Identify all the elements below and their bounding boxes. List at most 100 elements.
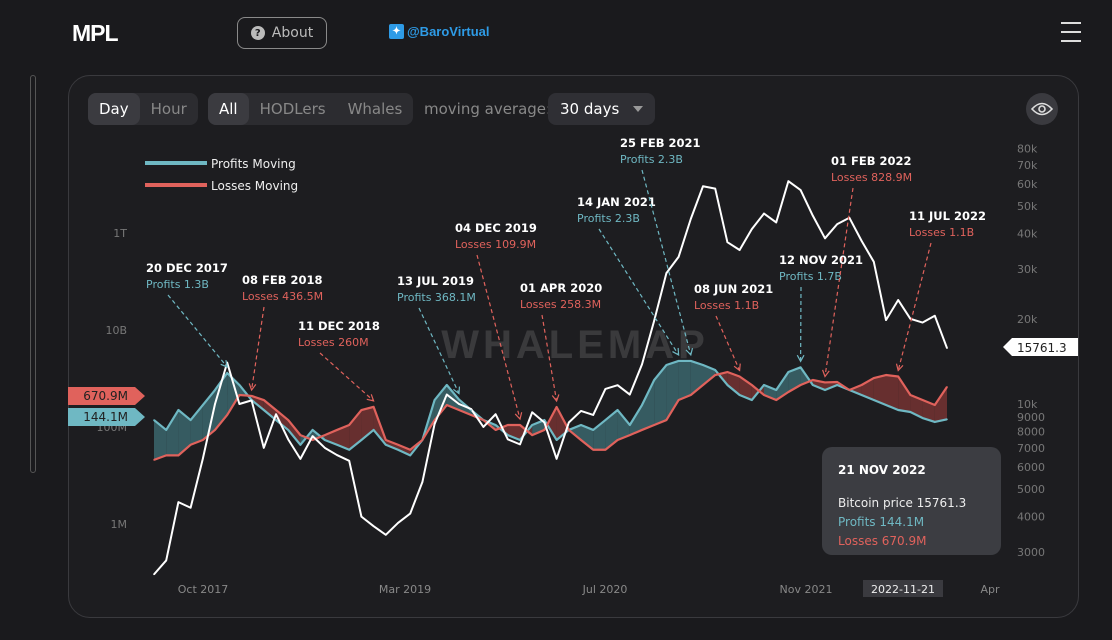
profits-point <box>726 384 729 386</box>
losses-point <box>580 439 582 441</box>
annotation-date: 01 FEB 2022 <box>831 154 912 168</box>
price-point <box>324 447 326 449</box>
area-fill-segment <box>434 384 447 421</box>
x-axis-tick: Oct 2017 <box>178 583 229 596</box>
price-point <box>275 413 277 416</box>
losses-current-marker <box>68 387 145 405</box>
cohort-hodlers[interactable]: HODLers <box>259 100 326 118</box>
watermark: WHALEMAP <box>441 323 709 367</box>
losses-point <box>275 409 277 411</box>
price-point <box>629 393 631 396</box>
price-point <box>702 185 704 188</box>
annotation-arrow <box>476 254 521 420</box>
annotation-arrowhead <box>672 347 680 357</box>
area-fill-segment <box>385 439 398 450</box>
losses-point <box>775 399 777 401</box>
price-point <box>189 506 192 509</box>
price-point <box>690 218 692 220</box>
losses-point <box>543 429 546 431</box>
area-fill-segment <box>849 384 862 395</box>
price-point <box>250 399 253 402</box>
losses-point <box>482 419 485 421</box>
interval-hour[interactable]: Hour <box>150 100 187 118</box>
area-fill-segment <box>629 405 642 436</box>
profits-point <box>494 424 497 426</box>
cohort-all[interactable]: All <box>208 93 249 125</box>
losses-point <box>653 424 655 426</box>
x-axis-tick: Mar 2019 <box>379 583 431 596</box>
price-point <box>653 319 655 322</box>
profits-point <box>738 394 741 396</box>
losses-point <box>824 381 826 384</box>
annotation-value: Losses 260M <box>298 336 369 349</box>
price-point <box>860 240 863 242</box>
moving-average-value: 30 days <box>560 100 620 118</box>
right-axis-tick: 40k <box>1017 228 1038 241</box>
price-point <box>580 410 582 412</box>
profits-point <box>519 439 521 441</box>
price-point <box>458 403 460 405</box>
losses-point <box>787 391 790 393</box>
losses-point <box>372 406 375 408</box>
price-point <box>385 533 387 536</box>
right-axis-tick: 6000 <box>1017 461 1045 474</box>
left-axis-tick: 10B <box>105 324 127 337</box>
interval-day[interactable]: Day <box>88 93 140 125</box>
annotation-arrowhead <box>895 363 904 372</box>
annotation-arrow <box>824 187 854 377</box>
about-button[interactable]: ? About <box>237 17 327 49</box>
area-fill-segment <box>764 384 777 401</box>
losses-point <box>202 439 204 441</box>
area-fill-segment <box>288 420 301 445</box>
logo[interactable]: MPL <box>72 20 119 46</box>
profits-point <box>677 360 680 362</box>
annotation-arrow <box>641 169 692 356</box>
profits-point <box>263 409 265 411</box>
losses-point <box>946 386 948 388</box>
profits-point <box>275 419 277 421</box>
price-current-marker <box>1003 338 1078 356</box>
losses-point <box>751 384 753 386</box>
x-highlight-box <box>863 580 943 597</box>
cohort-whales[interactable]: Whales <box>347 100 403 118</box>
profits-point <box>372 429 375 431</box>
profits-point <box>714 369 716 371</box>
area-fill-segment <box>154 420 167 460</box>
annotation-arrowhead <box>514 412 523 421</box>
profits-point <box>226 372 228 374</box>
losses-point <box>909 394 912 396</box>
profits-point <box>507 434 509 436</box>
right-axis-tick: 5000 <box>1017 483 1045 496</box>
profits-point <box>629 424 631 426</box>
annotation-arrow <box>319 352 374 402</box>
area-fill-segment <box>678 360 691 401</box>
profits-point <box>189 419 192 421</box>
area-fill-segment <box>190 405 203 445</box>
twitter-link[interactable]: ✦ @BaroVirtual <box>389 24 490 39</box>
area-fill-segment <box>581 424 594 450</box>
right-axis-tick: 80k <box>1017 142 1038 155</box>
profits-point <box>653 379 655 381</box>
eye-toggle-button[interactable] <box>1026 93 1058 125</box>
losses-point <box>726 371 729 373</box>
price-point <box>763 212 765 215</box>
area-fill-segment <box>398 444 411 456</box>
annotation-arrow <box>251 306 265 391</box>
hamburger-menu-icon[interactable] <box>1061 22 1081 42</box>
annotation-date: 13 JUL 2019 <box>397 274 474 288</box>
price-point <box>153 573 155 576</box>
x-axis-tick: Nov 2021 <box>780 583 833 596</box>
profits-point <box>531 424 533 426</box>
profits-point <box>665 364 668 366</box>
price-point <box>921 321 924 324</box>
losses-point <box>153 459 155 461</box>
profits-point <box>458 398 460 401</box>
moving-average-select[interactable]: 30 days <box>548 93 655 125</box>
losses-point <box>311 439 314 441</box>
scrollbar[interactable] <box>30 75 36 473</box>
annotation-value: Losses 1.1B <box>909 226 974 239</box>
price-point <box>360 515 363 518</box>
annotation-arrow <box>167 294 228 368</box>
right-axis-tick: 10k <box>1017 398 1038 411</box>
